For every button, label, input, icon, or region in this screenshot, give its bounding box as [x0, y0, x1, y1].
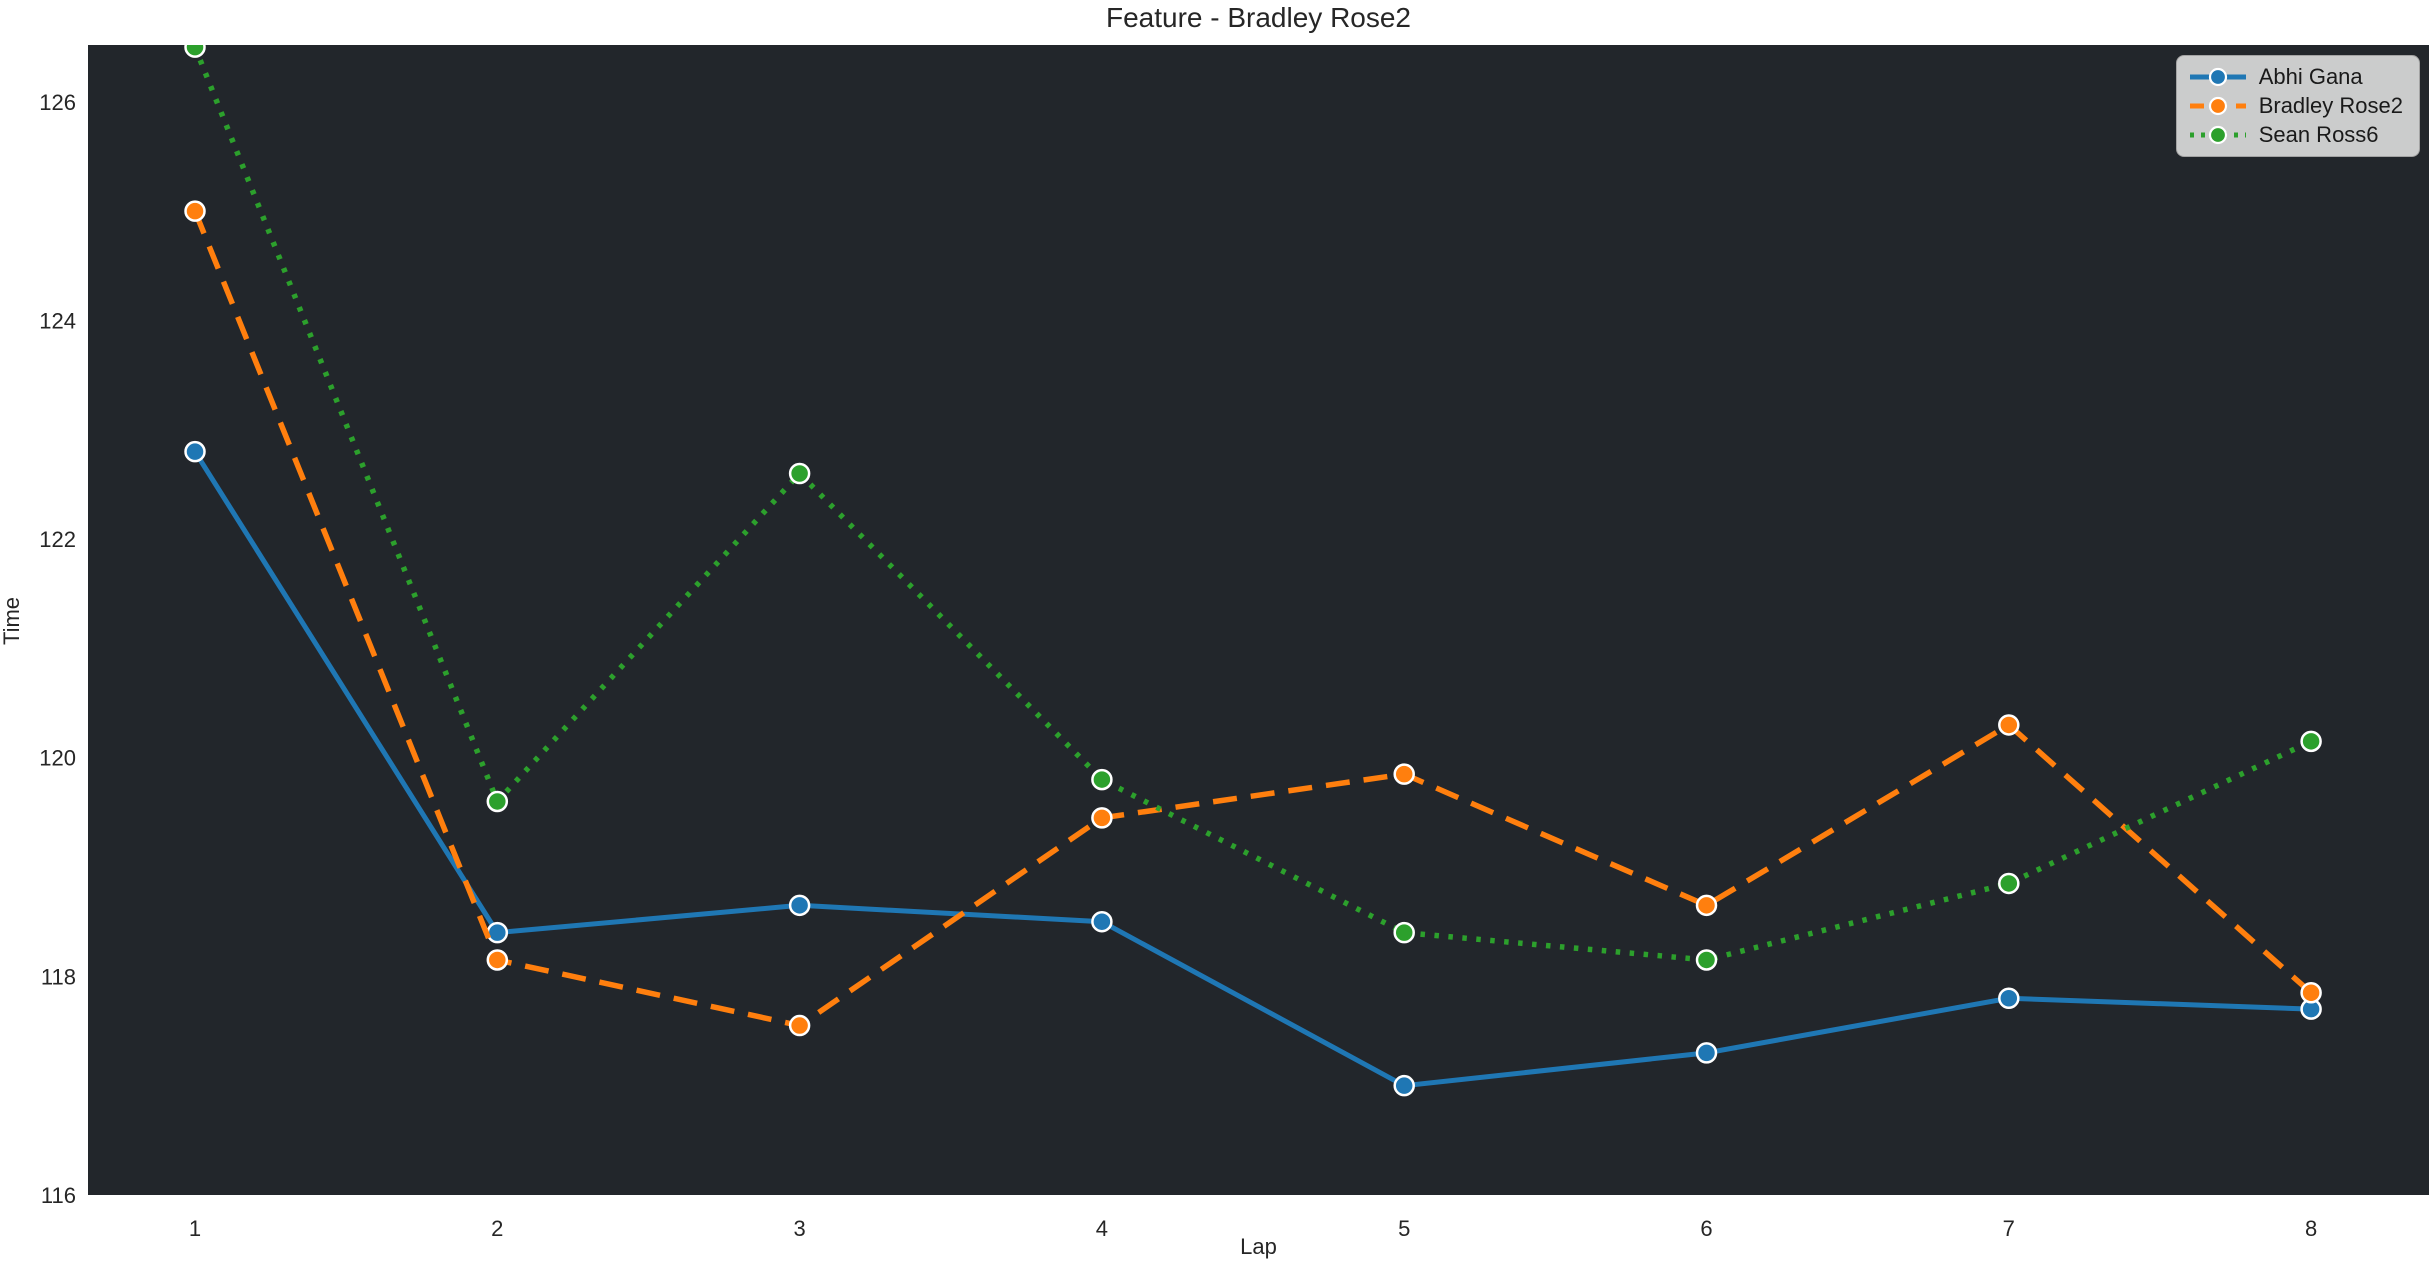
data-point — [1091, 910, 1113, 933]
data-point — [1998, 872, 2020, 895]
legend-label: Sean Ross6 — [2258, 122, 2379, 147]
x-tick-label: 8 — [2305, 1216, 2317, 1241]
data-point — [1998, 987, 2020, 1009]
series-line-2 — [192, 46, 2313, 963]
legend-label: Abhi Gana — [2258, 64, 2363, 89]
x-tick-label: 4 — [1096, 1216, 1108, 1241]
y-tick-label: 122 — [39, 527, 76, 552]
y-tick-label: 124 — [39, 308, 76, 333]
data-point — [1393, 1074, 1415, 1097]
data-point — [1091, 807, 1113, 829]
chart-title: Feature - Bradley Rose2 — [1105, 2, 1412, 33]
data-point — [1695, 1042, 1718, 1064]
data-point — [184, 45, 206, 58]
legend: Abhi Gana Bradley Rose2 Sean Ross6 — [2175, 55, 2420, 157]
data-point — [788, 894, 811, 917]
x-tick-label: 7 — [2003, 1216, 2015, 1241]
data-point — [184, 440, 206, 463]
y-tick-label: 126 — [39, 90, 76, 115]
data-point — [486, 949, 509, 971]
data-point — [1695, 894, 1718, 917]
series-line-0 — [192, 450, 2312, 1089]
data-point — [2300, 730, 2322, 753]
data-point — [1695, 949, 1718, 971]
data-point — [1393, 763, 1415, 785]
legend-line-sample-icon — [2189, 96, 2246, 116]
x-tick-label: 5 — [1398, 1216, 1410, 1241]
legend-item-2: Sean Ross6 — [2189, 122, 2403, 148]
data-point — [1998, 714, 2020, 736]
legend-line-sample-icon — [2189, 67, 2246, 87]
y-axis-label: Time — [0, 596, 24, 646]
data-point — [486, 921, 509, 944]
x-tick-label: 6 — [1700, 1216, 1712, 1241]
data-point — [1091, 768, 1113, 791]
data-point — [788, 1014, 811, 1037]
x-axis-label: Lap — [1240, 1234, 1277, 1259]
series-line-1 — [192, 210, 2313, 1029]
data-point — [184, 200, 206, 222]
data-point — [1393, 921, 1415, 944]
x-tick-label: 2 — [491, 1216, 503, 1241]
x-tick-label: 1 — [189, 1216, 201, 1241]
y-tick-label: 116 — [41, 1183, 76, 1208]
data-point — [788, 462, 811, 485]
data-point — [486, 790, 509, 813]
legend-item-0: Abhi Gana — [2189, 64, 2403, 90]
y-tick-label: 120 — [39, 746, 76, 771]
legend-line-sample-icon — [2189, 125, 2246, 145]
y-tick-label: 118 — [41, 964, 76, 989]
legend-item-1: Bradley Rose2 — [2189, 93, 2403, 119]
series-group — [184, 45, 2322, 1097]
plot-background — [88, 45, 2429, 1195]
legend-label: Bradley Rose2 — [2258, 93, 2403, 118]
x-tick-label: 3 — [793, 1216, 805, 1241]
data-point — [2300, 982, 2322, 1004]
